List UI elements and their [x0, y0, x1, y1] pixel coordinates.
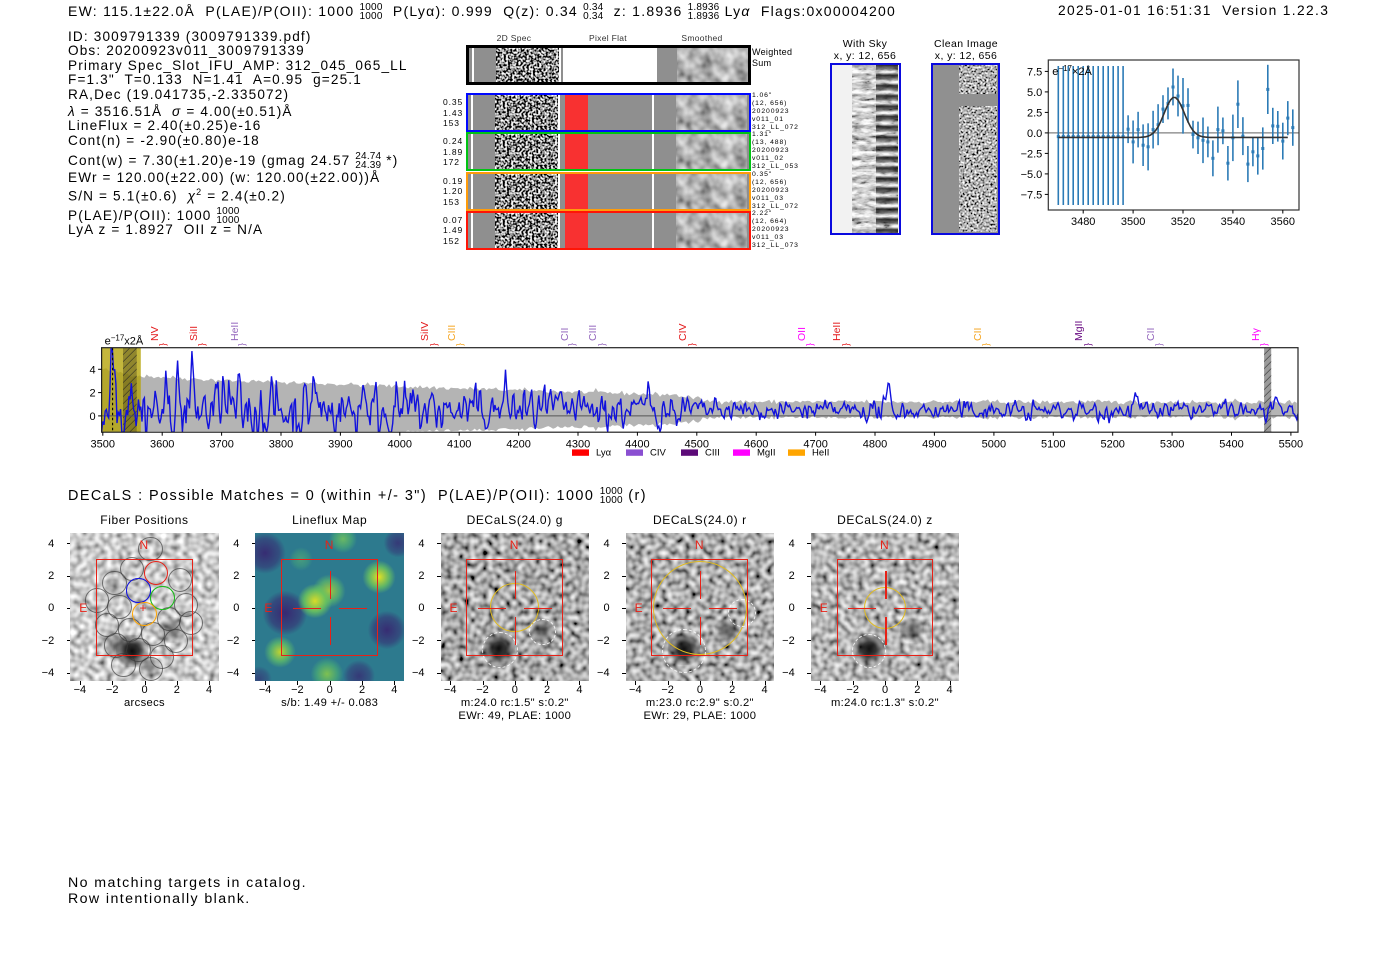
svg-text:4700: 4700 [803, 439, 827, 451]
svg-text:3900: 3900 [328, 439, 352, 451]
svg-text:4000: 4000 [388, 439, 412, 451]
svg-text:CIV: CIV [677, 323, 689, 341]
svg-text:{: { [568, 343, 578, 346]
svg-text:5400: 5400 [1219, 439, 1243, 451]
svg-text:{: { [806, 343, 816, 346]
svg-text:{: { [842, 343, 852, 346]
svg-text:2.5: 2.5 [1027, 107, 1042, 119]
svg-text:{: { [430, 343, 440, 346]
svg-text:{: { [238, 343, 248, 346]
svg-text:CIV: CIV [650, 448, 667, 459]
svg-text:{: { [598, 343, 608, 346]
svg-text:5.0: 5.0 [1027, 87, 1042, 99]
svg-text:Lyα: Lyα [596, 448, 612, 459]
svg-text:2: 2 [89, 388, 95, 400]
svg-text:4: 4 [89, 364, 95, 376]
svg-text:CIII: CIII [587, 325, 599, 341]
svg-text:HeII: HeII [831, 322, 843, 341]
svg-text:3540: 3540 [1221, 216, 1245, 228]
svg-text:5200: 5200 [1100, 439, 1124, 451]
svg-text:−5.0: −5.0 [1021, 169, 1043, 181]
svg-text:{: { [1155, 343, 1165, 346]
svg-text:3500: 3500 [91, 439, 115, 451]
svg-text:5500: 5500 [1279, 439, 1303, 451]
svg-text:4200: 4200 [506, 439, 530, 451]
svg-text:5000: 5000 [982, 439, 1006, 451]
svg-text:Hγ: Hγ [1250, 327, 1262, 341]
svg-text:{: { [982, 343, 992, 346]
svg-text:0.0: 0.0 [1027, 128, 1042, 140]
svg-text:OII: OII [796, 327, 808, 341]
svg-text:SiII: SiII [188, 326, 200, 341]
svg-text:−7.5: −7.5 [1021, 189, 1043, 201]
svg-text:HeII: HeII [812, 448, 829, 459]
svg-text:5300: 5300 [1160, 439, 1184, 451]
svg-text:4100: 4100 [447, 439, 471, 451]
svg-text:e−17x2Å: e−17x2Å [105, 333, 144, 348]
svg-text:4600: 4600 [744, 439, 768, 451]
svg-text:CIII: CIII [446, 325, 458, 341]
svg-text:SiIV: SiIV [419, 322, 431, 341]
svg-text:−2.5: −2.5 [1021, 148, 1043, 160]
svg-text:3560: 3560 [1271, 216, 1295, 228]
svg-text:{: { [1260, 343, 1270, 346]
svg-text:3500: 3500 [1121, 216, 1145, 228]
svg-text:CII: CII [1145, 328, 1157, 341]
svg-text:CII: CII [972, 328, 984, 341]
svg-text:3800: 3800 [269, 439, 293, 451]
svg-text:CIII: CIII [705, 448, 720, 459]
svg-text:{: { [688, 343, 698, 346]
svg-text:3520: 3520 [1171, 216, 1195, 228]
svg-text:0: 0 [89, 411, 95, 423]
svg-text:3480: 3480 [1071, 216, 1095, 228]
svg-text:4800: 4800 [863, 439, 887, 451]
svg-text:4900: 4900 [922, 439, 946, 451]
svg-text:{: { [1084, 343, 1094, 346]
svg-text:3600: 3600 [150, 439, 174, 451]
svg-text:{: { [456, 343, 466, 346]
svg-text:4500: 4500 [685, 439, 709, 451]
svg-text:4300: 4300 [566, 439, 590, 451]
svg-text:3700: 3700 [209, 439, 233, 451]
svg-text:5100: 5100 [1041, 439, 1065, 451]
svg-text:MgII: MgII [1073, 321, 1085, 341]
svg-text:HeII: HeII [229, 322, 241, 341]
svg-text:CII: CII [559, 328, 571, 341]
svg-text:NV: NV [149, 326, 161, 341]
svg-text:7.5: 7.5 [1027, 66, 1042, 78]
svg-text:{: { [159, 343, 169, 346]
svg-text:MgII: MgII [757, 448, 775, 459]
svg-text:4400: 4400 [625, 439, 649, 451]
svg-text:{: { [198, 343, 208, 346]
